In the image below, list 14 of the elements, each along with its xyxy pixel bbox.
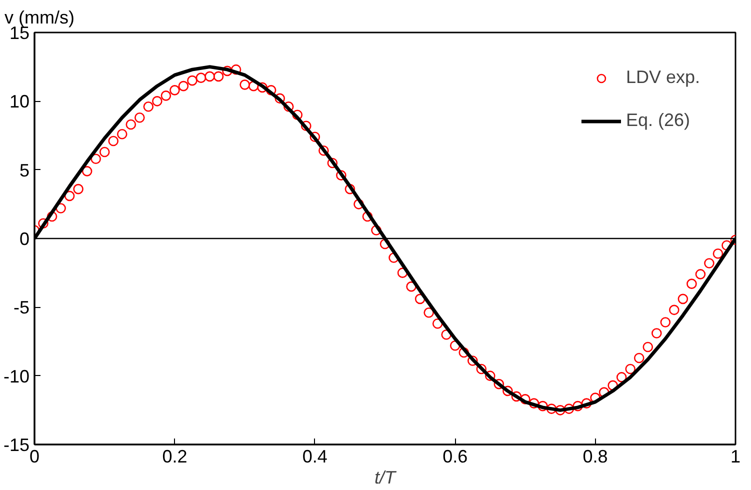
x-tick-label: 0.2 <box>162 446 188 466</box>
x-tick-label: 0.6 <box>442 446 468 466</box>
y-tick-label: 0 <box>19 229 30 249</box>
legend-label: LDV exp. <box>626 67 700 88</box>
x-axis-title: t/T <box>374 468 398 488</box>
y-tick-label: -10 <box>3 366 30 386</box>
y-tick-label: 5 <box>19 160 30 180</box>
y-tick-label: -15 <box>3 435 30 455</box>
legend-label: Eq. (26) <box>626 110 690 131</box>
x-tick-label: 1 <box>730 446 741 466</box>
x-tick-label: 0.8 <box>582 446 608 466</box>
y-tick-label: 10 <box>9 92 30 112</box>
y-tick-label: -5 <box>13 298 30 318</box>
x-tick-label: 0.4 <box>302 446 328 466</box>
